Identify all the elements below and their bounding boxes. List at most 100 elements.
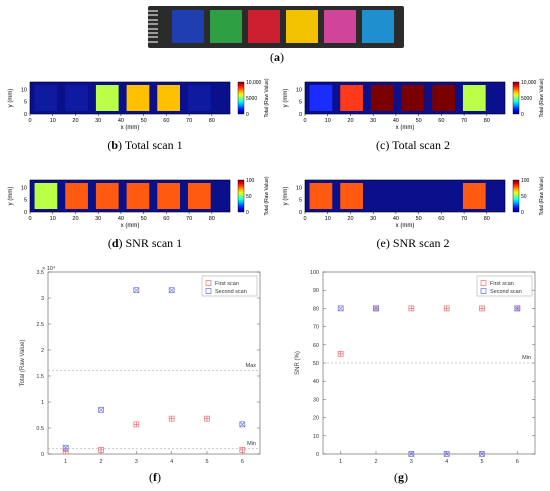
x-tick-label: 40 — [393, 216, 399, 222]
colorbar-tick-label: 5000 — [246, 96, 257, 102]
legend-marker — [205, 280, 212, 286]
x-tick-label: 40 — [118, 216, 124, 222]
data-point — [479, 451, 485, 457]
x-tick-label: 0 — [28, 118, 31, 124]
heatmap-cell — [187, 183, 211, 209]
y-tick-label: 2.5 — [36, 322, 44, 328]
x-tick-label: 30 — [370, 216, 376, 222]
x-tick-label: 40 — [118, 118, 124, 124]
heatmap-cell — [370, 85, 394, 111]
colorbar-tick-label: 100 — [246, 178, 255, 184]
data-point — [408, 305, 415, 312]
y-tick-label: 10 — [296, 185, 302, 191]
colorbar-tick-label: 10,000 — [246, 80, 262, 86]
color-square — [172, 10, 204, 43]
y-tick-label: 20 — [313, 416, 319, 422]
data-point — [444, 305, 450, 311]
x-tick-label: 4 — [170, 459, 173, 465]
heatmap-snr-scan-1: 0 10 20 30 40 50 60 70 80 x (mm) 0 5 10 y (mm) 100 50 0 T… — [8, 176, 270, 229]
x-axis-label: x (mm) — [121, 125, 140, 131]
heatmap-cell — [462, 85, 486, 111]
y-tick-label: 100 — [310, 270, 319, 276]
x-tick-label: 80 — [209, 216, 215, 222]
connector-pin — [148, 36, 158, 39]
legend-marker — [480, 280, 487, 286]
data-point — [133, 421, 139, 427]
y-tick-label: 10 — [21, 185, 27, 191]
data-point — [133, 287, 140, 294]
x-tick-label: 0 — [303, 118, 306, 124]
x-axis-label: x (mm) — [396, 125, 415, 131]
colorbar-tick-label: 0 — [246, 112, 249, 118]
data-point — [240, 422, 245, 427]
data-point — [514, 305, 521, 312]
colorbar-label: Total (Raw Value) — [539, 176, 545, 215]
colorbar — [512, 179, 520, 213]
x-tick-label: 6 — [516, 459, 519, 465]
caption-d: (d) SNR scan 1 — [107, 236, 183, 250]
color-square — [210, 10, 242, 43]
x-tick-label: 6 — [241, 459, 244, 465]
legend-label: First scan — [215, 281, 239, 287]
y-tick-label: 0 — [299, 112, 302, 118]
legend-box — [476, 275, 533, 297]
data-point — [98, 446, 104, 453]
heatmap-cell — [187, 85, 211, 111]
x-tick-label: 2 — [374, 459, 377, 465]
colorbar — [237, 81, 245, 115]
color-square — [286, 10, 318, 43]
data-point — [338, 306, 343, 311]
data-point — [169, 416, 175, 422]
data-point — [239, 446, 246, 453]
y-tick-label: 90 — [313, 288, 319, 294]
x-tick-label: 10 — [50, 118, 56, 124]
x-tick-label: 10 — [325, 118, 331, 124]
x-tick-label: 60 — [438, 118, 444, 124]
colorbar-tick-label: 50 — [521, 194, 527, 200]
data-point — [373, 306, 379, 311]
y-tick-label: 5 — [24, 198, 27, 204]
legend-box — [201, 275, 258, 297]
data-point — [479, 305, 485, 312]
heatmap-cell — [309, 85, 333, 111]
x-tick-label: 20 — [347, 118, 353, 124]
x-tick-label: 1 — [339, 459, 342, 465]
x-tick-label: 70 — [461, 118, 467, 124]
data-point — [408, 305, 414, 311]
data-point — [133, 421, 140, 428]
y-tick-label: 5 — [299, 198, 302, 204]
caption-c: (c) Total scan 2 — [376, 138, 450, 152]
x-tick-label: 10 — [50, 216, 56, 222]
colorbar-tick-label: 100 — [521, 178, 530, 184]
data-point — [204, 416, 210, 422]
heatmap-cell — [34, 85, 58, 111]
caption-f: (f) — [149, 470, 161, 484]
y-axis-label: Total (Raw Value) — [20, 340, 26, 387]
data-point — [239, 421, 246, 428]
data-point — [134, 287, 139, 293]
y-tick-label: 80 — [313, 306, 319, 312]
x-tick-label: 5 — [480, 459, 483, 465]
x-tick-label: 40 — [393, 118, 399, 124]
data-point — [63, 448, 69, 454]
data-point — [168, 287, 175, 294]
x-axis-label: x (mm) — [396, 223, 415, 229]
data-point — [338, 351, 344, 357]
heatmap-cell — [95, 85, 119, 111]
heatmap-snr-scan-2: 0 10 20 30 40 50 60 70 80 x (mm) 0 5 10 y (mm) 100 50 0 T… — [283, 176, 545, 229]
y-tick-label: 1.5 — [36, 374, 44, 380]
data-point — [408, 451, 415, 457]
y-tick-label: 0 — [24, 210, 27, 216]
data-point — [62, 448, 69, 455]
heatmap-frame — [29, 179, 231, 213]
y-tick-label: 40 — [313, 379, 319, 385]
color-card-photo — [148, 6, 404, 48]
colorbar-label: Total (Raw Value) — [264, 176, 270, 215]
data-point — [168, 415, 175, 422]
data-point — [98, 407, 104, 413]
x-tick-label: 5 — [205, 459, 208, 465]
data-point — [98, 447, 104, 453]
heatmap-cell — [95, 183, 119, 209]
colorbar — [237, 179, 245, 213]
heatmap-cell — [432, 85, 455, 111]
